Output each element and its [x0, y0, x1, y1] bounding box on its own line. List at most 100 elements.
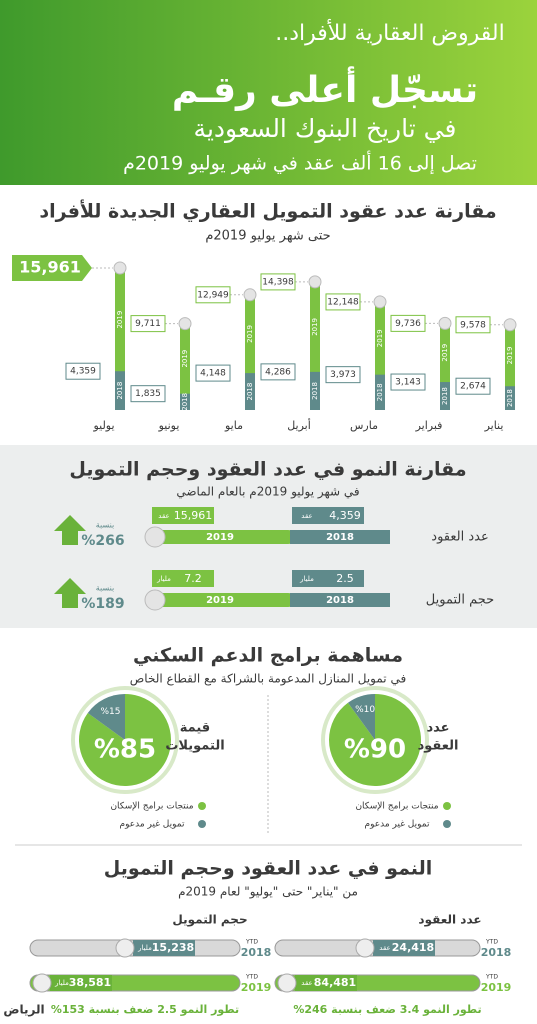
- header-line: تصل إلى 16 ألف عقد في شهر يوليو 2019م: [123, 151, 477, 176]
- bar-series-label: 2019: [506, 347, 514, 365]
- x-tick-label: يناير: [484, 419, 504, 432]
- value-label: 9,736: [395, 319, 421, 329]
- ratio-label: بنسبة: [96, 584, 114, 593]
- year-label: 2019: [241, 981, 272, 994]
- bar: [180, 323, 190, 410]
- group-label: عدد العقود: [418, 913, 481, 928]
- bar-series-label: 2019: [116, 311, 124, 329]
- bar: [310, 371, 320, 410]
- value-label: 3,143: [395, 378, 421, 388]
- value-tag: [260, 363, 296, 381]
- bar-knob: [308, 275, 322, 289]
- track-b: [290, 530, 390, 544]
- bar-knob: [503, 318, 517, 332]
- bar-knob: [438, 316, 452, 330]
- bar-series-label: 2018: [376, 383, 384, 401]
- knob: [115, 938, 135, 958]
- bar-series-label: 2018: [181, 393, 189, 411]
- track-a: [150, 593, 295, 607]
- ratio-label: بنسبة: [96, 521, 114, 530]
- header-line: القروض العقارية للأفراد..: [275, 19, 504, 46]
- section-subtitle: حتى شهر يوليو 2019م: [205, 229, 330, 244]
- knob: [277, 973, 297, 993]
- unit-label: مليار: [54, 979, 69, 987]
- legend-swatch: [443, 820, 451, 828]
- legend-label: تمويل غير مدعوم: [120, 820, 185, 830]
- section-title: مقارنة عدد عقود التمويل العقاري الجديدة …: [39, 200, 496, 224]
- legend-swatch: [443, 802, 451, 810]
- value-label: 24,418: [392, 941, 434, 954]
- unit-label: عقد: [301, 512, 312, 520]
- x-tick-label: فبراير: [415, 419, 443, 432]
- value-tag: [152, 570, 214, 587]
- bar: [440, 323, 450, 410]
- x-tick-label: يونيو: [158, 419, 180, 432]
- value-label: 15,238: [152, 941, 194, 954]
- section-title: النمو في عدد العقود وحجم التمويل: [104, 858, 432, 880]
- unit-label: عقد: [158, 512, 169, 520]
- growth-rows: عدد العقود 2019 2018 15,961 عقد 4,359 عقد بنسبة…: [54, 507, 494, 612]
- value-tag: [325, 293, 361, 311]
- pie-value: %85: [94, 735, 156, 765]
- section-subtitle: في تمويل المنازل المدعومة بالشراكة مع ال…: [130, 672, 406, 687]
- bar-knob: [243, 288, 257, 302]
- value-tag: [292, 507, 364, 524]
- bar: [375, 374, 385, 410]
- up-arrow: [54, 515, 86, 545]
- value-label: 84,481: [314, 976, 356, 989]
- value-label: 12,949: [197, 290, 229, 300]
- ytd-bars: عدد العقود24,418عقدYTD201884,481عقدYTD20…: [29, 913, 512, 1016]
- value-label: 9,711: [135, 319, 161, 329]
- value-label: 15,961: [174, 509, 213, 522]
- bar-series-label: 2018: [311, 382, 319, 400]
- x-tick-label: مارس: [350, 419, 378, 432]
- legend-label: تمويل غير مدعوم: [365, 820, 430, 830]
- pie-value: %90: [344, 735, 406, 765]
- bar-series-label: 2018: [116, 382, 124, 400]
- value-tag: [130, 385, 166, 403]
- value-tag: [195, 286, 231, 304]
- legend-label: منتجات برامج الإسكان: [355, 802, 438, 812]
- value-tag: [130, 315, 166, 333]
- value-tag: [325, 366, 361, 384]
- value-label: 7.2: [184, 572, 202, 585]
- bar: [115, 371, 125, 410]
- value-tag: [373, 940, 435, 956]
- pie-value: %15: [100, 707, 120, 717]
- bar-series-label: 2019: [246, 325, 254, 343]
- year-label: 2019: [206, 595, 234, 606]
- value-tag: [50, 975, 112, 991]
- year-label: 2018: [326, 532, 354, 543]
- pie-label: العقود: [418, 739, 459, 754]
- value-label: 4,148: [200, 369, 226, 379]
- pie-slice: [87, 694, 125, 740]
- bar: [505, 324, 515, 410]
- growth-text: تطور النمو 2.5 ضعف بنسبة 153%: [51, 1003, 239, 1016]
- growth-text: تطور النمو 3.4 ضعف بنسبة 246%: [293, 1003, 481, 1016]
- bar: [440, 382, 450, 410]
- value-label: 15,961: [19, 258, 81, 277]
- value-tag: [292, 570, 364, 587]
- bar-knob: [113, 261, 127, 275]
- value-label: 3,973: [330, 370, 356, 380]
- value-tag: [390, 314, 426, 332]
- legend-swatch: [198, 802, 206, 810]
- pie-slice: [78, 694, 171, 786]
- value-label: 2.5: [336, 572, 354, 585]
- value-tag: [65, 362, 101, 380]
- header-line: في تاريخ البنوك السعودية: [194, 114, 457, 144]
- legend-label: منتجات برامج الإسكان: [110, 802, 193, 812]
- value-tag: [390, 373, 426, 391]
- track-b: [290, 593, 390, 607]
- year-label: 2018: [326, 595, 354, 606]
- ytd-tag: YTD: [485, 974, 498, 981]
- bar: [375, 301, 385, 410]
- year-label: 2019: [481, 981, 512, 994]
- unit-label: مليار: [156, 575, 171, 583]
- value-label: 38,581: [69, 976, 111, 989]
- bar-series-label: 2018: [441, 387, 449, 405]
- bar-series-label: 2018: [246, 383, 254, 401]
- ytd-tag: YTD: [245, 974, 258, 981]
- bar-knob: [373, 295, 387, 309]
